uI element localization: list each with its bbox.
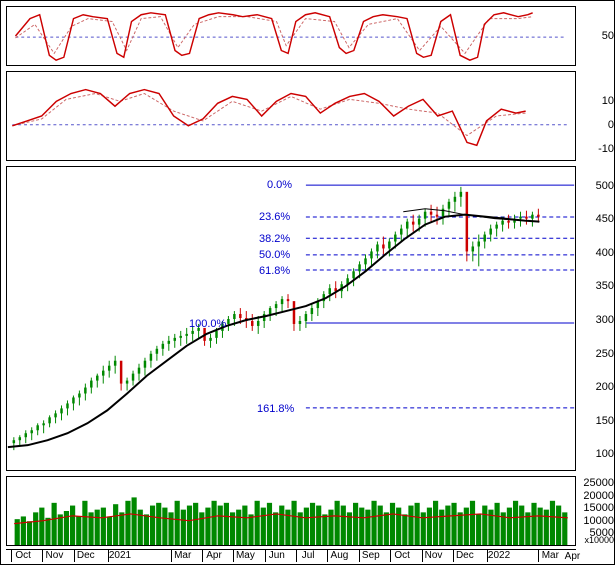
y-tick-label: 0 — [608, 119, 614, 131]
fib-level-label: 38.2% — [259, 233, 290, 245]
x-tick-label: Jul — [302, 550, 315, 561]
fib-level-label: 161.8% — [257, 403, 294, 415]
x-tick-separator — [390, 550, 391, 562]
x-tick-label: Mar — [542, 550, 559, 561]
oscillator-2-svg — [7, 72, 575, 160]
y-tick-label: 400 — [596, 247, 614, 259]
y-tick-label: 450 — [596, 213, 614, 225]
x-tick-label: Aug — [331, 550, 349, 561]
x-tick-label: Jun — [269, 550, 285, 561]
x-tick-label: Apr — [206, 550, 222, 561]
y-tick-label: 200 — [596, 381, 614, 393]
oscillator-1-ylabels: 50 — [576, 6, 615, 66]
x-tick-label: Oct — [394, 550, 410, 561]
x-tick-label: Sep — [362, 550, 380, 561]
price-svg — [7, 167, 575, 470]
x-tick-label: Oct — [15, 550, 31, 561]
x-tick-separator — [453, 550, 454, 562]
y-tick-label: 500 — [596, 180, 614, 192]
x-tick-separator — [296, 550, 297, 562]
oscillator-panel-2 — [6, 71, 576, 161]
x-tick-separator — [538, 550, 539, 562]
x-tick-separator — [42, 550, 43, 562]
x-tick-label: Nov — [46, 550, 64, 561]
fib-level-label: 0.0% — [267, 179, 292, 191]
y-tick-label: 300 — [596, 314, 614, 326]
x-tick-label: Mar — [174, 550, 191, 561]
x-tick-label: Apr — [565, 551, 581, 562]
price-ylabels: 500 450 400 350 300 250 200 150 100 — [576, 166, 615, 471]
x-tick-label: May — [236, 550, 255, 561]
fib-level-label: 50.0% — [259, 249, 290, 261]
oscillator-panel-1 — [6, 6, 576, 66]
x-tick-separator — [11, 550, 12, 562]
x-tick-label: 2021 — [109, 550, 131, 561]
price-plot: 0.0% 23.6% 38.2% 50.0% 61.8% 100.0% 161.8% — [7, 167, 575, 470]
x-tick-separator — [359, 550, 360, 562]
y-tick-label: 10000 — [583, 515, 614, 527]
y-tick-label: 250 — [596, 348, 614, 360]
y-tick-label: 20000 — [583, 490, 614, 502]
x-tick-separator — [202, 550, 203, 562]
fib-level-label: 61.8% — [259, 265, 290, 277]
stock-chart-container: 50 100-10 0.0%23.6%38.2%50.0%61.8%100.0%… — [0, 0, 615, 565]
x-tick-separator — [74, 550, 75, 562]
y-tick-label: 100 — [596, 448, 614, 460]
fib-level-label: 100.0% — [189, 318, 226, 330]
x-axis: Oct Nov Dec 2021 Mar Apr May Jun Jul Aug Sep Oct Nov… — [6, 549, 576, 563]
x-tick-separator — [265, 550, 266, 562]
y-tick-label: -10 — [598, 143, 614, 155]
y-tick-label: 10 — [602, 95, 614, 107]
x-tick-separator — [422, 550, 423, 562]
volume-svg — [7, 477, 575, 545]
x-tick-separator — [108, 550, 109, 562]
y-tick-label: 350 — [596, 280, 614, 292]
x-tick-separator — [233, 550, 234, 562]
x-tick-separator — [487, 550, 488, 562]
x-tick-separator — [171, 550, 172, 562]
oscillator-1-svg — [7, 7, 575, 65]
y-tick-label: 50 — [602, 30, 614, 42]
price-panel: 0.0% 23.6% 38.2% 50.0% 61.8% 100.0% 161.8% — [6, 166, 576, 471]
volume-panel — [6, 476, 576, 546]
oscillator-2-ylabels: 10 0 -10 — [576, 71, 615, 161]
y-tick-label: 25000 — [583, 477, 614, 489]
x-tick-label: 2022 — [488, 550, 510, 561]
y-tick-label: 15000 — [583, 502, 614, 514]
volume-plot — [7, 477, 575, 545]
x-tick-separator — [327, 550, 328, 562]
x-tick-label: Nov — [425, 550, 443, 561]
fib-level-label: 23.6% — [259, 211, 290, 223]
y-tick-label: 150 — [596, 415, 614, 427]
volume-ylabels: 250002000015000100005000x10000 — [576, 476, 615, 546]
volume-scale-annotation: x10000 — [584, 535, 614, 545]
oscillator-2-plot — [7, 72, 575, 160]
oscillator-1-plot — [7, 7, 575, 65]
x-tick-label: Dec — [77, 550, 95, 561]
x-tick-label: Dec — [456, 550, 474, 561]
